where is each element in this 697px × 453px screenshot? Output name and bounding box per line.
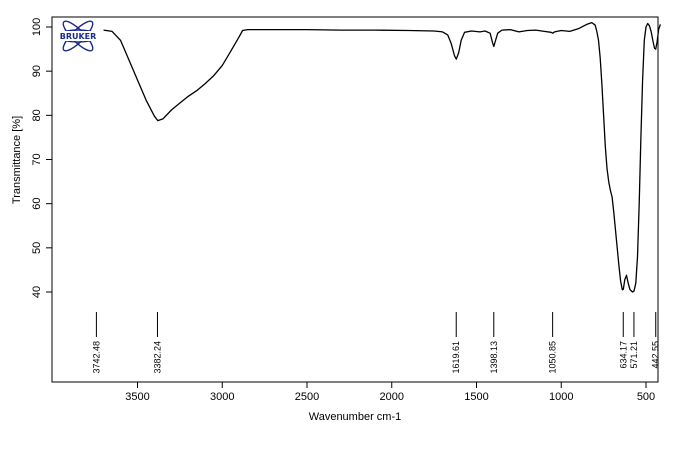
plot-frame	[51, 16, 659, 383]
peak-label: 3382.24	[152, 341, 162, 374]
y-tick-label: 40	[31, 286, 43, 298]
peak-label: 3742.48	[91, 341, 101, 374]
x-axis: 3500 3000 2500 2000 1500 1000 500	[125, 382, 655, 403]
peak-label: 1398.13	[489, 341, 499, 374]
y-tick-label: 60	[31, 198, 43, 210]
x-tick-label: 1500	[464, 391, 488, 403]
y-tick-label: 50	[31, 242, 43, 254]
y-axis-title: Transmittance [%]	[11, 116, 23, 204]
spectrum-line	[103, 21, 662, 293]
y-tick-label: 90	[31, 65, 43, 77]
x-tick-label: 2000	[380, 391, 404, 403]
x-tick-label: 1000	[549, 391, 573, 403]
bruker-logo-text: BRUKER	[60, 32, 97, 41]
x-tick-label: 500	[637, 391, 655, 403]
bruker-logo: BRUKER	[56, 20, 100, 52]
series-group	[103, 21, 662, 293]
peak-label: 1050.85	[548, 341, 558, 374]
x-tick-label: 3500	[125, 391, 149, 403]
x-axis-title: Wavenumber cm-1	[309, 411, 402, 423]
peak-label: 1619.61	[451, 341, 461, 374]
y-tick-label: 80	[31, 109, 43, 121]
peak-label: 634.17	[618, 341, 628, 369]
x-tick-label: 3000	[210, 391, 234, 403]
y-tick-label: 70	[31, 153, 43, 165]
peak-label: 442.55	[651, 341, 661, 369]
peak-markers: 3742.48 3382.24 1619.61 1398.13 1050.85 634.1…	[91, 312, 661, 374]
x-tick-label: 2500	[295, 391, 319, 403]
y-axis: 40 50 60 70 80 90 100	[31, 18, 52, 298]
peak-label: 571.21	[629, 341, 639, 369]
y-tick-label: 100	[31, 18, 43, 36]
